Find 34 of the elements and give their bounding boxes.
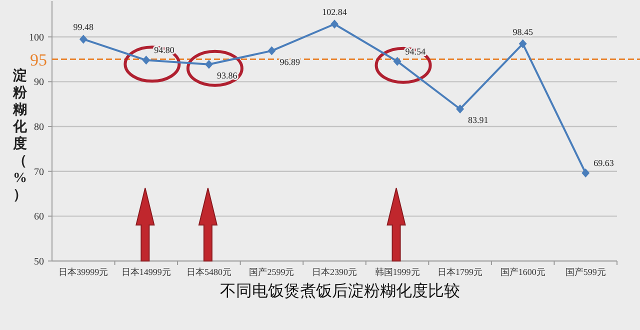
point xyxy=(456,104,464,114)
point xyxy=(204,60,213,69)
data-label: 96.89 xyxy=(280,56,300,67)
x-tick-label: 韩国1999元 xyxy=(374,267,420,277)
point xyxy=(142,56,150,65)
x-tick-label: 日本39999元 xyxy=(58,267,108,277)
point xyxy=(330,20,338,29)
y-tick-label: 60 xyxy=(34,212,44,223)
x-tick-label: 国产599元 xyxy=(565,267,606,277)
y-tick-label: 90 xyxy=(34,77,44,88)
data-label: 98.45 xyxy=(512,26,534,37)
ref-line-label: 95 xyxy=(30,50,47,70)
x-tick-label: 日本5480元 xyxy=(186,267,232,277)
x-axis-title: 不同电饭煲煮饭后淀粉糊化度比较 xyxy=(220,282,460,300)
data-label: 102.84 xyxy=(322,7,348,18)
y-axis-title: 淀粉糊化度（%） xyxy=(12,67,28,203)
data-label: 99.48 xyxy=(73,22,94,32)
point xyxy=(582,168,590,178)
point xyxy=(393,56,402,66)
x-tick-label: 日本1799元 xyxy=(438,267,483,277)
point xyxy=(79,34,88,44)
point xyxy=(268,46,276,56)
y-tick-label: 80 xyxy=(34,122,44,134)
x-tick-label: 国产1600元 xyxy=(500,267,546,277)
y-tick-label: 50 xyxy=(34,256,44,268)
point xyxy=(518,39,527,48)
x-tick-label: 国产2599元 xyxy=(249,267,294,277)
y-tick-label: 100 xyxy=(29,32,44,44)
x-tick-label: 日本2390元 xyxy=(312,267,357,277)
x-tick-label: 日本14999元 xyxy=(121,267,171,277)
y-tick-label: 70 xyxy=(34,166,44,178)
data-label: 83.91 xyxy=(468,114,488,125)
data-label: 93.86 xyxy=(216,70,238,80)
data-label: 69.63 xyxy=(594,158,614,168)
